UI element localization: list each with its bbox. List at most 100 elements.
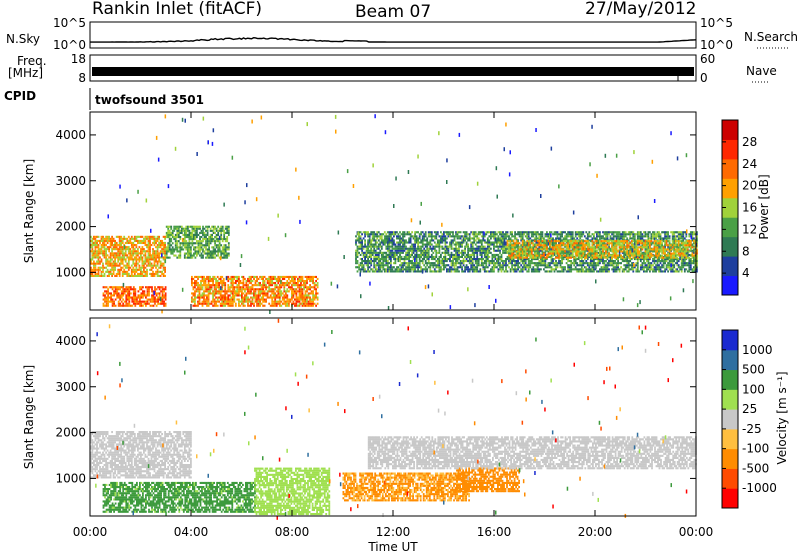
echo-cell — [447, 270, 450, 273]
echo-cell — [455, 233, 457, 236]
echo-cell — [117, 304, 120, 307]
echo-cell — [549, 235, 551, 238]
echo-cell — [230, 290, 233, 293]
echo-cell — [301, 288, 304, 291]
echo-cell — [90, 244, 92, 247]
echo-cell — [234, 290, 237, 293]
echo-cell — [228, 294, 231, 297]
echo-cell — [188, 256, 191, 259]
echo-cell — [386, 245, 389, 248]
echo-cell — [377, 268, 380, 271]
echo-cell — [173, 248, 176, 251]
echo-cell — [499, 231, 501, 234]
echo-cell — [256, 300, 258, 303]
echo-cell — [476, 255, 479, 258]
echo-cell — [99, 239, 101, 242]
echo-cell — [109, 264, 112, 267]
echo-cell — [126, 272, 129, 275]
echo-cell — [161, 272, 163, 275]
echo-cell — [546, 239, 548, 242]
echo-cell — [191, 231, 194, 234]
echo-cell — [203, 292, 205, 295]
echo-cell — [120, 262, 123, 265]
echo-cell — [444, 249, 447, 252]
echo-cell — [161, 270, 163, 273]
echo-cell — [236, 280, 239, 283]
echo-cell — [212, 246, 215, 249]
echo-cell — [200, 282, 202, 285]
echo-cell — [284, 275, 287, 278]
echo-cell — [132, 237, 135, 240]
echo-cell — [212, 248, 215, 251]
echo-cell — [591, 251, 594, 254]
echo-cell — [207, 294, 210, 297]
echo-cell — [223, 250, 226, 253]
echo-cell — [382, 243, 385, 246]
echo-cell — [238, 286, 240, 289]
echo-cell — [269, 280, 272, 283]
echo-cell — [521, 258, 524, 261]
echo-cell — [602, 268, 604, 271]
echo-cell — [303, 286, 305, 289]
echo-cell — [441, 262, 444, 265]
echo-cell — [499, 251, 501, 254]
echo-cell — [122, 294, 125, 297]
echo-cell — [430, 235, 433, 238]
echo-cell — [386, 247, 389, 250]
echo-cell — [179, 248, 182, 251]
echo-cell — [561, 270, 563, 273]
echo-cell — [284, 304, 287, 307]
echo-cell — [230, 292, 233, 295]
echo-cell — [173, 229, 176, 232]
echo-cell — [224, 304, 227, 307]
echo-cell — [500, 237, 503, 240]
echo-cell — [278, 298, 281, 301]
echo-cell — [608, 264, 610, 267]
echo-cell — [102, 298, 105, 301]
echo-cell — [120, 256, 123, 259]
echo-cell — [444, 255, 447, 258]
echo-cell — [415, 260, 418, 263]
echo-cell — [468, 262, 471, 265]
echo-cell — [374, 241, 377, 244]
echo-cell — [278, 290, 281, 293]
echo-cell — [210, 300, 213, 303]
echo-cell — [97, 260, 100, 263]
echo-cell — [444, 235, 447, 238]
echo-cell — [379, 262, 382, 265]
echo-cell — [417, 255, 419, 258]
echo-cell — [312, 298, 314, 301]
echo-cell — [180, 231, 183, 234]
nsky-trace — [90, 36, 697, 43]
echo-cell — [295, 304, 298, 307]
echo-cell — [409, 266, 412, 269]
nsearch-label: N.Search — [744, 30, 798, 44]
echo-cell — [446, 264, 448, 267]
echo-cell — [408, 233, 410, 236]
echo-cell — [597, 258, 600, 261]
echo-cell — [187, 229, 189, 232]
echo-cell — [585, 249, 588, 252]
echo-cell — [281, 282, 284, 285]
echo-cell — [114, 252, 116, 255]
echo-cell — [167, 231, 170, 234]
echo-cell — [139, 288, 141, 291]
echo-cell — [280, 304, 283, 307]
echo-cell — [99, 266, 101, 269]
echo-cell — [111, 298, 114, 301]
echo-cell — [239, 304, 242, 307]
echo-cell — [373, 251, 376, 254]
echo-cell — [499, 243, 501, 246]
echo-cell — [114, 268, 116, 271]
echo-cell — [114, 256, 116, 259]
echo-cell — [104, 294, 106, 297]
echo-cell — [192, 294, 195, 297]
echo-cell — [193, 248, 195, 251]
echo-cell — [499, 262, 501, 265]
echo-cell — [204, 282, 207, 285]
echo-cell — [464, 233, 466, 236]
echo-cell — [231, 288, 234, 291]
echo-cell — [371, 237, 374, 240]
echo-cell — [288, 302, 290, 305]
echo-cell — [158, 235, 160, 238]
